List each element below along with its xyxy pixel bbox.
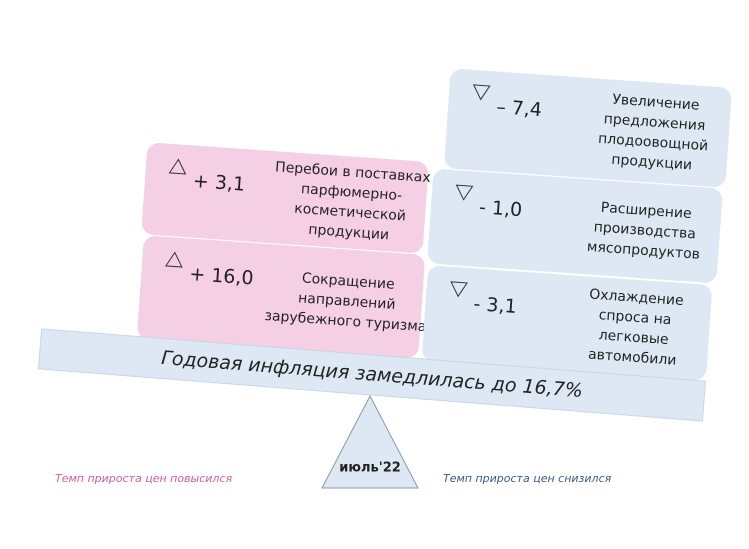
card-label: Охлаждение — [589, 287, 684, 310]
card-bg — [444, 69, 732, 187]
card-label: автомобили — [588, 347, 677, 369]
triangle-icon — [164, 251, 183, 268]
beam-bar — [37, 328, 707, 422]
card-bg — [137, 236, 425, 358]
card-label: плодоовощной — [598, 131, 709, 155]
card-label: производства — [593, 219, 696, 242]
triangle-icon — [455, 184, 474, 201]
card-label: направлений — [298, 290, 396, 313]
card-label: косметической — [294, 201, 407, 225]
card-value: – 7,4 — [495, 96, 542, 121]
card-label: легковые — [598, 327, 669, 348]
footer-right: Темп прироста цен снизился — [443, 472, 612, 485]
card-value: + 16,0 — [189, 263, 255, 289]
card-label: спроса на — [598, 307, 672, 328]
card-label: Сокращение — [301, 270, 395, 292]
triangle-icon — [472, 84, 491, 101]
fulcrum-label: июль'22 — [339, 461, 401, 476]
card-bg — [141, 143, 429, 253]
footer-left: Темп прироста цен повысился — [55, 472, 233, 485]
card-value: - 1,0 — [478, 196, 523, 221]
card-bg — [422, 265, 712, 381]
card-label: мясопродуктов — [586, 239, 700, 263]
card-value: + 3,1 — [192, 170, 246, 196]
card-label: парфюмерно- — [300, 181, 402, 204]
card: + 3,1 Перебои в поставкахпарфюмерно-косме… — [141, 143, 431, 253]
card-label: Увеличение — [612, 92, 700, 114]
card: – 7,4 Увеличениепредложенияплодоовощнойпр… — [444, 69, 732, 187]
card-label: предложения — [603, 111, 706, 134]
card-bg — [427, 169, 723, 283]
triangle-icon — [450, 281, 468, 298]
card-value: - 3,1 — [473, 293, 518, 318]
triangle-icon — [168, 158, 187, 175]
card-label: продукции — [611, 152, 693, 174]
fulcrum — [321, 394, 419, 489]
card-label: Расширение — [600, 200, 692, 222]
card-label: продукции — [308, 222, 390, 244]
